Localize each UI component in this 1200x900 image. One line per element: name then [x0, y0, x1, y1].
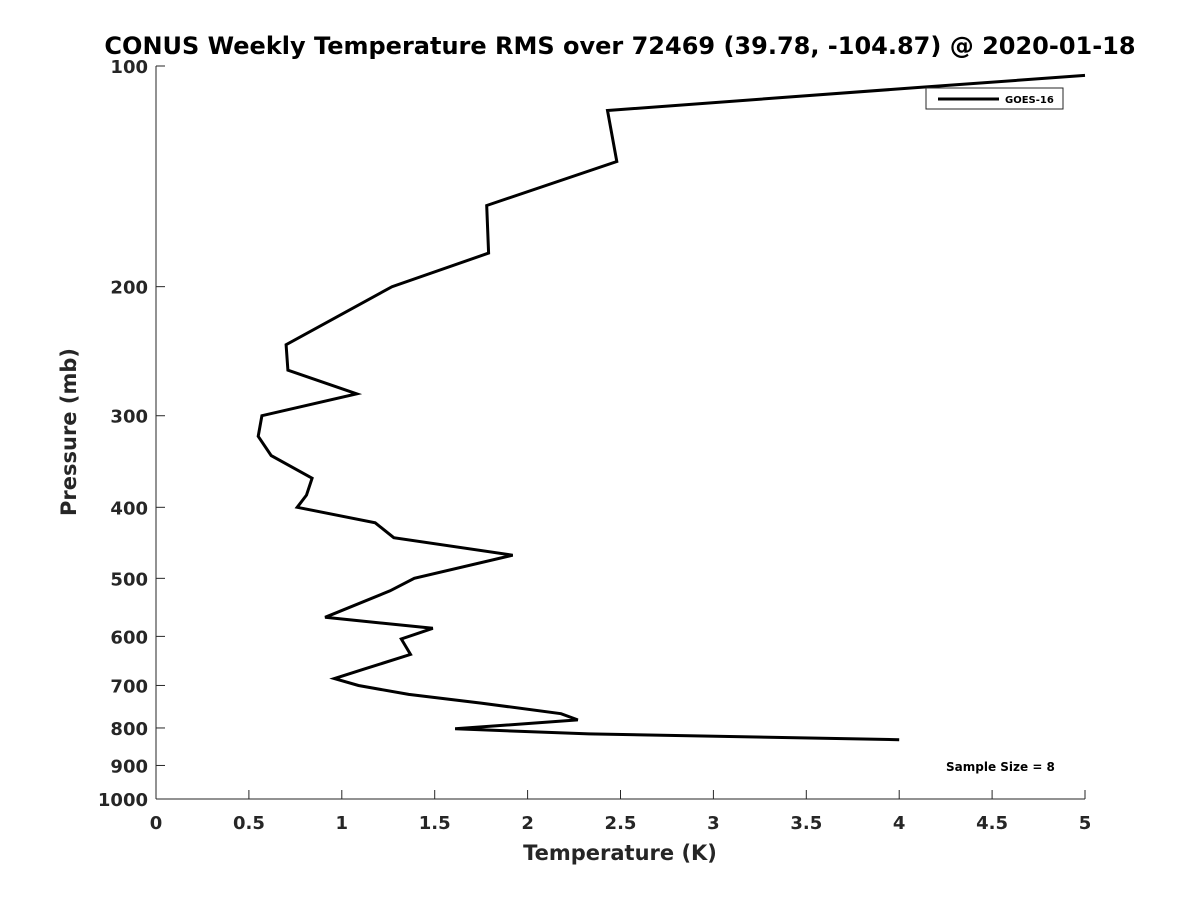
y-tick-label: 400 — [110, 498, 148, 519]
legend-label-goes-16: GOES-16 — [1005, 95, 1054, 106]
series-line-goes-16 — [256, 73, 1086, 742]
x-tick-label: 0.5 — [233, 813, 265, 834]
x-ticks: 0 0.5 1 1.5 2 2.5 3 3.5 4 4.5 5 — [150, 790, 1092, 834]
chart-title: CONUS Weekly Temperature RMS over 72469 … — [104, 32, 1135, 60]
series-group — [256, 73, 1086, 742]
y-tick-label: 700 — [110, 676, 148, 697]
x-tick-label: 4 — [893, 813, 906, 834]
y-axis-label: Pressure (mb) — [57, 348, 81, 516]
legend: GOES-16 — [925, 87, 1064, 110]
x-tick-label: 1.5 — [419, 813, 451, 834]
y-tick-label: 100 — [110, 57, 148, 78]
plot-area — [155, 66, 1085, 800]
y-tick-label: 600 — [110, 627, 148, 648]
plot-background — [156, 66, 1085, 799]
y-tick-label: 900 — [110, 756, 148, 777]
y-tick-label: 500 — [110, 569, 148, 590]
x-tick-label: 1 — [336, 813, 349, 834]
x-tick-label: 2.5 — [605, 813, 637, 834]
y-tick-label: 1000 — [98, 790, 148, 811]
x-axis-label: Temperature (K) — [523, 841, 717, 865]
x-tick-label: 0 — [150, 813, 163, 834]
x-tick-label: 3 — [707, 813, 720, 834]
x-tick-label: 2 — [521, 813, 534, 834]
y-ticks: 100 200 300 400 500 600 700 800 900 1000 — [98, 57, 165, 811]
y-tick-label: 200 — [110, 278, 148, 299]
x-tick-label: 3.5 — [790, 813, 822, 834]
x-tick-label: 5 — [1079, 813, 1092, 834]
y-tick-label: 300 — [110, 407, 148, 428]
sample-size-annotation: Sample Size = 8 — [946, 760, 1055, 774]
x-tick-label: 4.5 — [976, 813, 1008, 834]
y-tick-label: 800 — [110, 719, 148, 740]
